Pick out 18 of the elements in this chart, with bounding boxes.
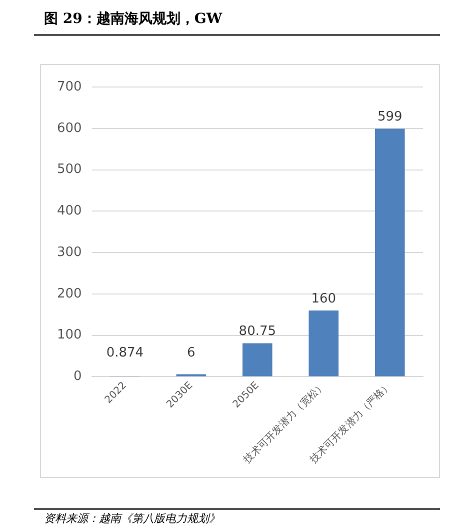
y-tick-label: 700 <box>56 79 82 94</box>
text: 资料来源：越南《第八版电力规划》 <box>44 511 220 526</box>
y-tick-label: 0 <box>74 369 82 384</box>
data-label: 6 <box>187 346 196 361</box>
data-label: 0.874 <box>106 346 144 361</box>
bar <box>374 128 405 376</box>
data-label: 80.75 <box>238 324 276 340</box>
bar <box>242 343 272 376</box>
y-tick-label: 100 <box>56 328 82 343</box>
y-tick-label: 600 <box>56 120 82 136</box>
data-label: 599 <box>377 110 402 125</box>
y-tick-label: 400 <box>56 204 82 219</box>
y-tick-label: 300 <box>56 244 82 260</box>
bar <box>308 310 339 376</box>
y-tick-label: 500 <box>56 162 82 178</box>
chart-title: 图 29：越南海风规划，GW <box>44 10 222 28</box>
data-label: 160 <box>311 291 336 306</box>
y-tick-label: 200 <box>56 286 82 302</box>
